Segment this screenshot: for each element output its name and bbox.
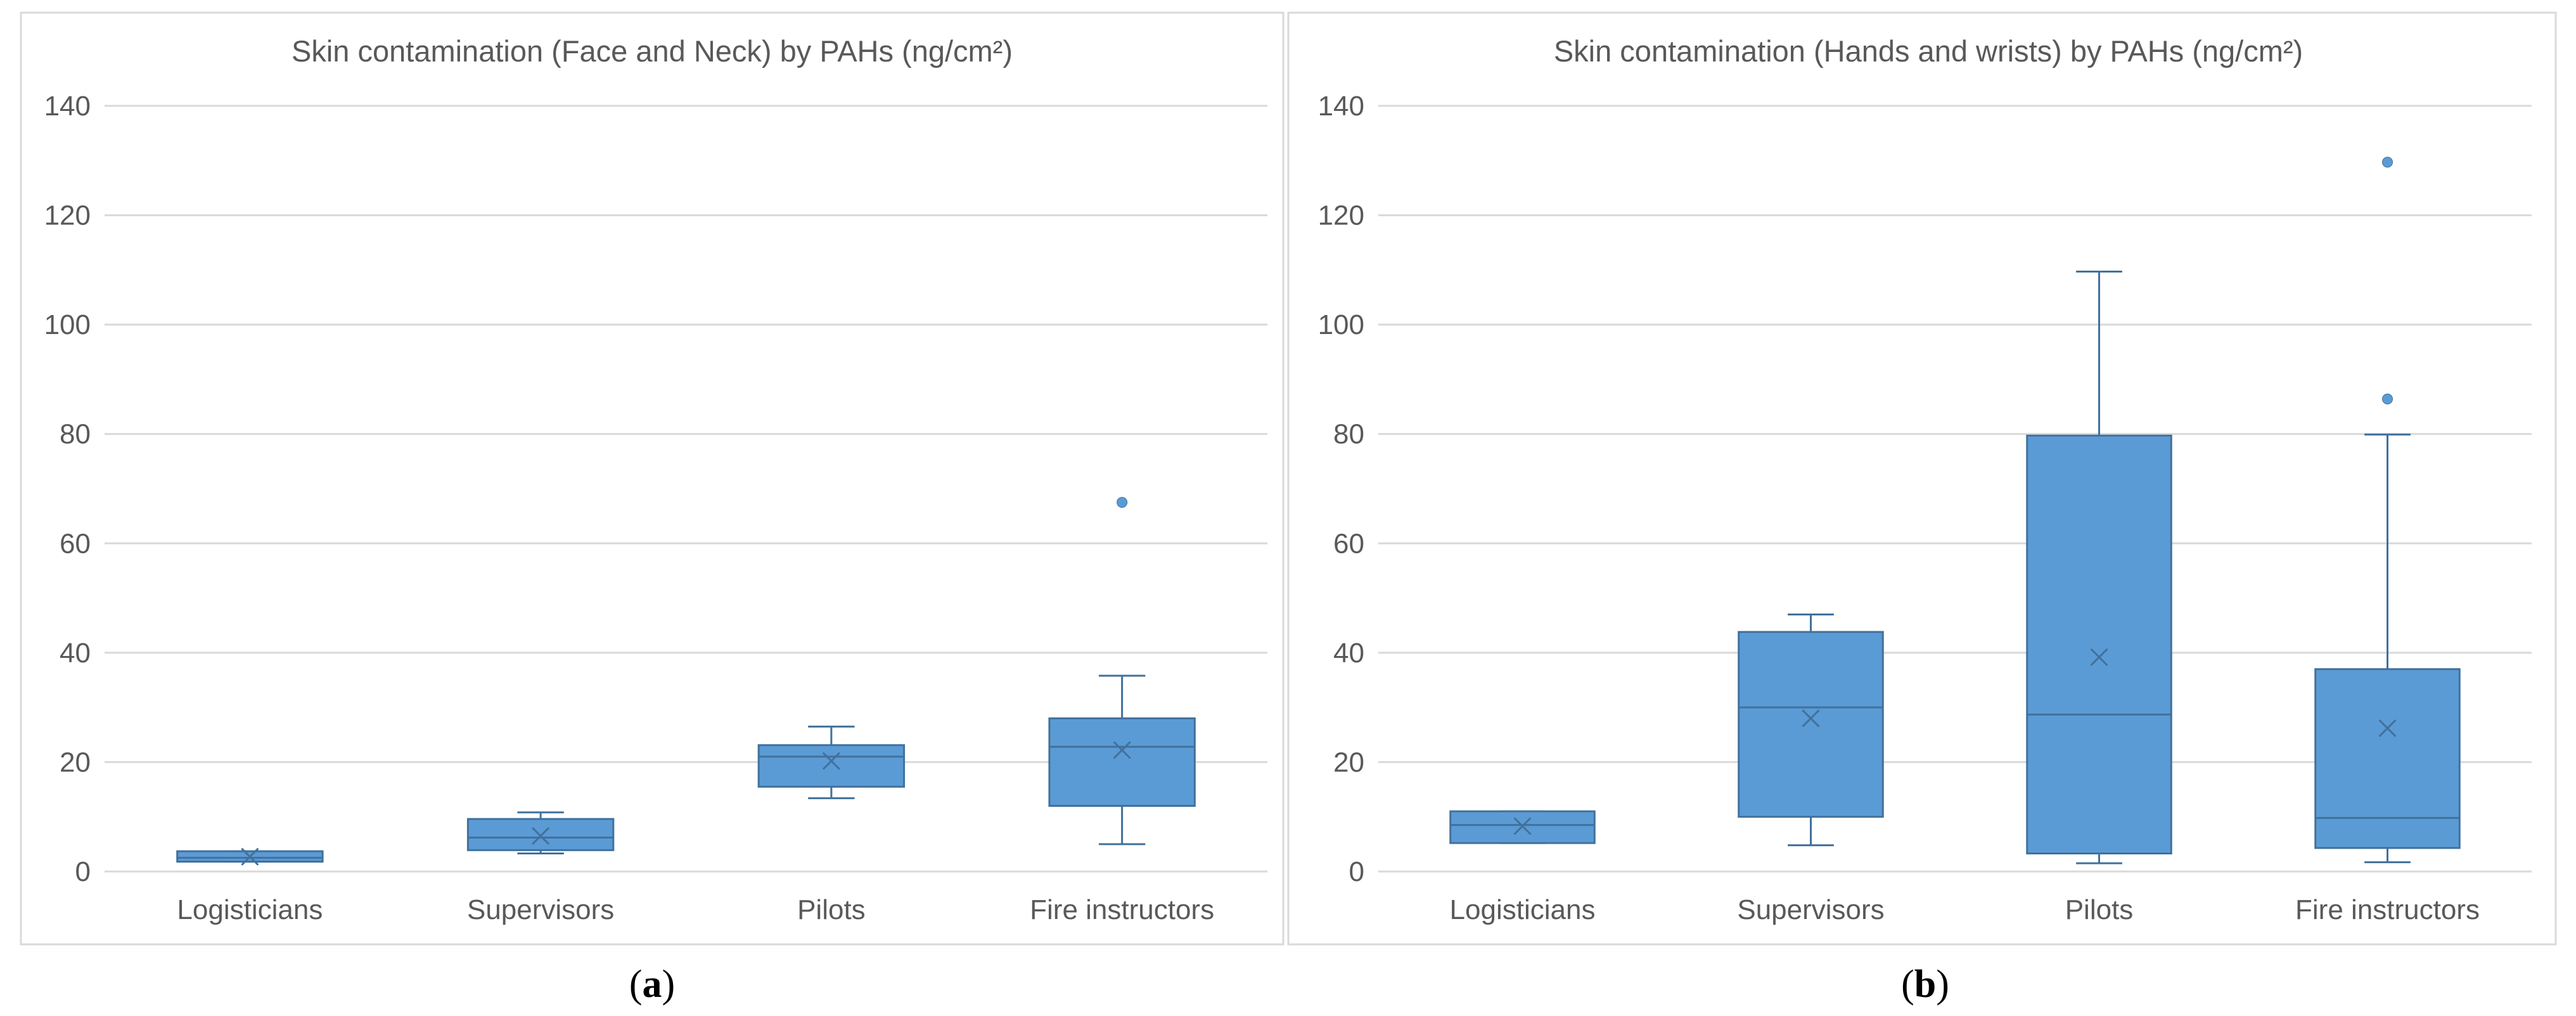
y-tick-label: 120 [1318, 200, 1364, 231]
y-tick-label: 80 [60, 419, 91, 450]
mean-marker [532, 826, 550, 845]
y-tick-label: 20 [60, 747, 91, 778]
x-tick-label: Supervisors [1737, 894, 1884, 925]
mean-marker-stroke [1802, 709, 1820, 728]
mean-marker [1113, 741, 1131, 759]
x-tick-label: Supervisors [467, 894, 614, 925]
y-tick-label: 140 [44, 91, 91, 122]
chart-panel-hands-wrists: Skin contamination (Hands and wrists) by… [1287, 11, 2557, 1006]
mean-marker-stroke [1513, 817, 1532, 835]
box-logisticians [176, 847, 324, 866]
box-pilots [2026, 270, 2172, 865]
mean-marker [2378, 719, 2397, 737]
outlier-point [1117, 497, 1128, 508]
x-tick-label: Pilots [797, 894, 866, 925]
mean-marker-stroke [2378, 719, 2397, 737]
chart-title: Skin contamination (Face and Neck) by PA… [292, 34, 1013, 68]
mean-marker [241, 847, 259, 866]
y-tick-label: 100 [44, 309, 91, 340]
x-tick-label: Logisticians [177, 894, 323, 925]
mean-marker [822, 752, 840, 770]
y-tick-label: 120 [44, 200, 91, 231]
mean-marker-stroke [2090, 648, 2108, 666]
iqr-box [2314, 668, 2461, 849]
mean-marker-stroke [822, 752, 840, 770]
mean-marker-stroke [532, 826, 550, 845]
iqr-box [1048, 717, 1196, 807]
y-tick-label: 20 [1333, 747, 1364, 778]
outlier-point [2382, 157, 2393, 168]
box-plots [1449, 157, 2461, 865]
mean-marker-stroke [241, 847, 259, 866]
box-logisticians [1449, 810, 1596, 844]
y-tick-label: 40 [1333, 638, 1364, 669]
box-fire-instructors [2314, 157, 2461, 863]
y-tick-label: 60 [60, 528, 91, 559]
iqr-box [757, 744, 906, 788]
panel-letter: a [643, 963, 662, 1006]
y-tick-label: 140 [1318, 91, 1364, 122]
y-tick-labels: 0 20 40 60 80 100 120 140 [44, 91, 91, 887]
mean-marker [1802, 709, 1820, 728]
chart-title: Skin contamination (Hands and wrists) by… [1554, 34, 2303, 68]
y-tick-label: 100 [1318, 309, 1364, 340]
x-tick-label: Fire instructors [2295, 894, 2480, 925]
y-tick-labels: 0 20 40 60 80 100 120 140 [1318, 91, 1364, 887]
box-supervisors [1738, 613, 1884, 847]
y-tick-label: 80 [1333, 419, 1364, 450]
chart-panel-face-neck: Skin contamination (Face and Neck) by PA… [20, 11, 1285, 1006]
x-tick-labels: Logisticians Supervisors Pilots Fire instru… [1450, 894, 2480, 925]
y-tick-label: 40 [60, 638, 91, 669]
panel-label-a: (a) [629, 963, 675, 1006]
x-tick-labels: Logisticians Supervisors Pilots Fire instru… [177, 894, 1214, 925]
y-tick-label: 60 [1333, 528, 1364, 559]
gridlines [1378, 105, 2532, 873]
panel-label-b: (b) [1901, 963, 1949, 1006]
iqr-box [466, 818, 615, 851]
box-pilots [757, 725, 906, 799]
y-tick-label: 0 [75, 856, 91, 887]
mean-marker [2090, 648, 2108, 666]
mean-marker-stroke [1113, 741, 1131, 759]
iqr-box [1738, 631, 1884, 818]
y-tick-label: 0 [1349, 856, 1364, 887]
box-supervisors [466, 811, 615, 855]
box-plots [176, 497, 1196, 866]
outlier-point [2382, 393, 2393, 404]
iqr-box [2026, 434, 2172, 855]
x-tick-label: Fire instructors [1030, 894, 1214, 925]
box-fire-instructors [1048, 497, 1196, 846]
x-tick-label: Pilots [2065, 894, 2134, 925]
panel-letter: b [1914, 963, 1936, 1006]
x-tick-label: Logisticians [1450, 894, 1596, 925]
mean-marker [1513, 817, 1532, 835]
